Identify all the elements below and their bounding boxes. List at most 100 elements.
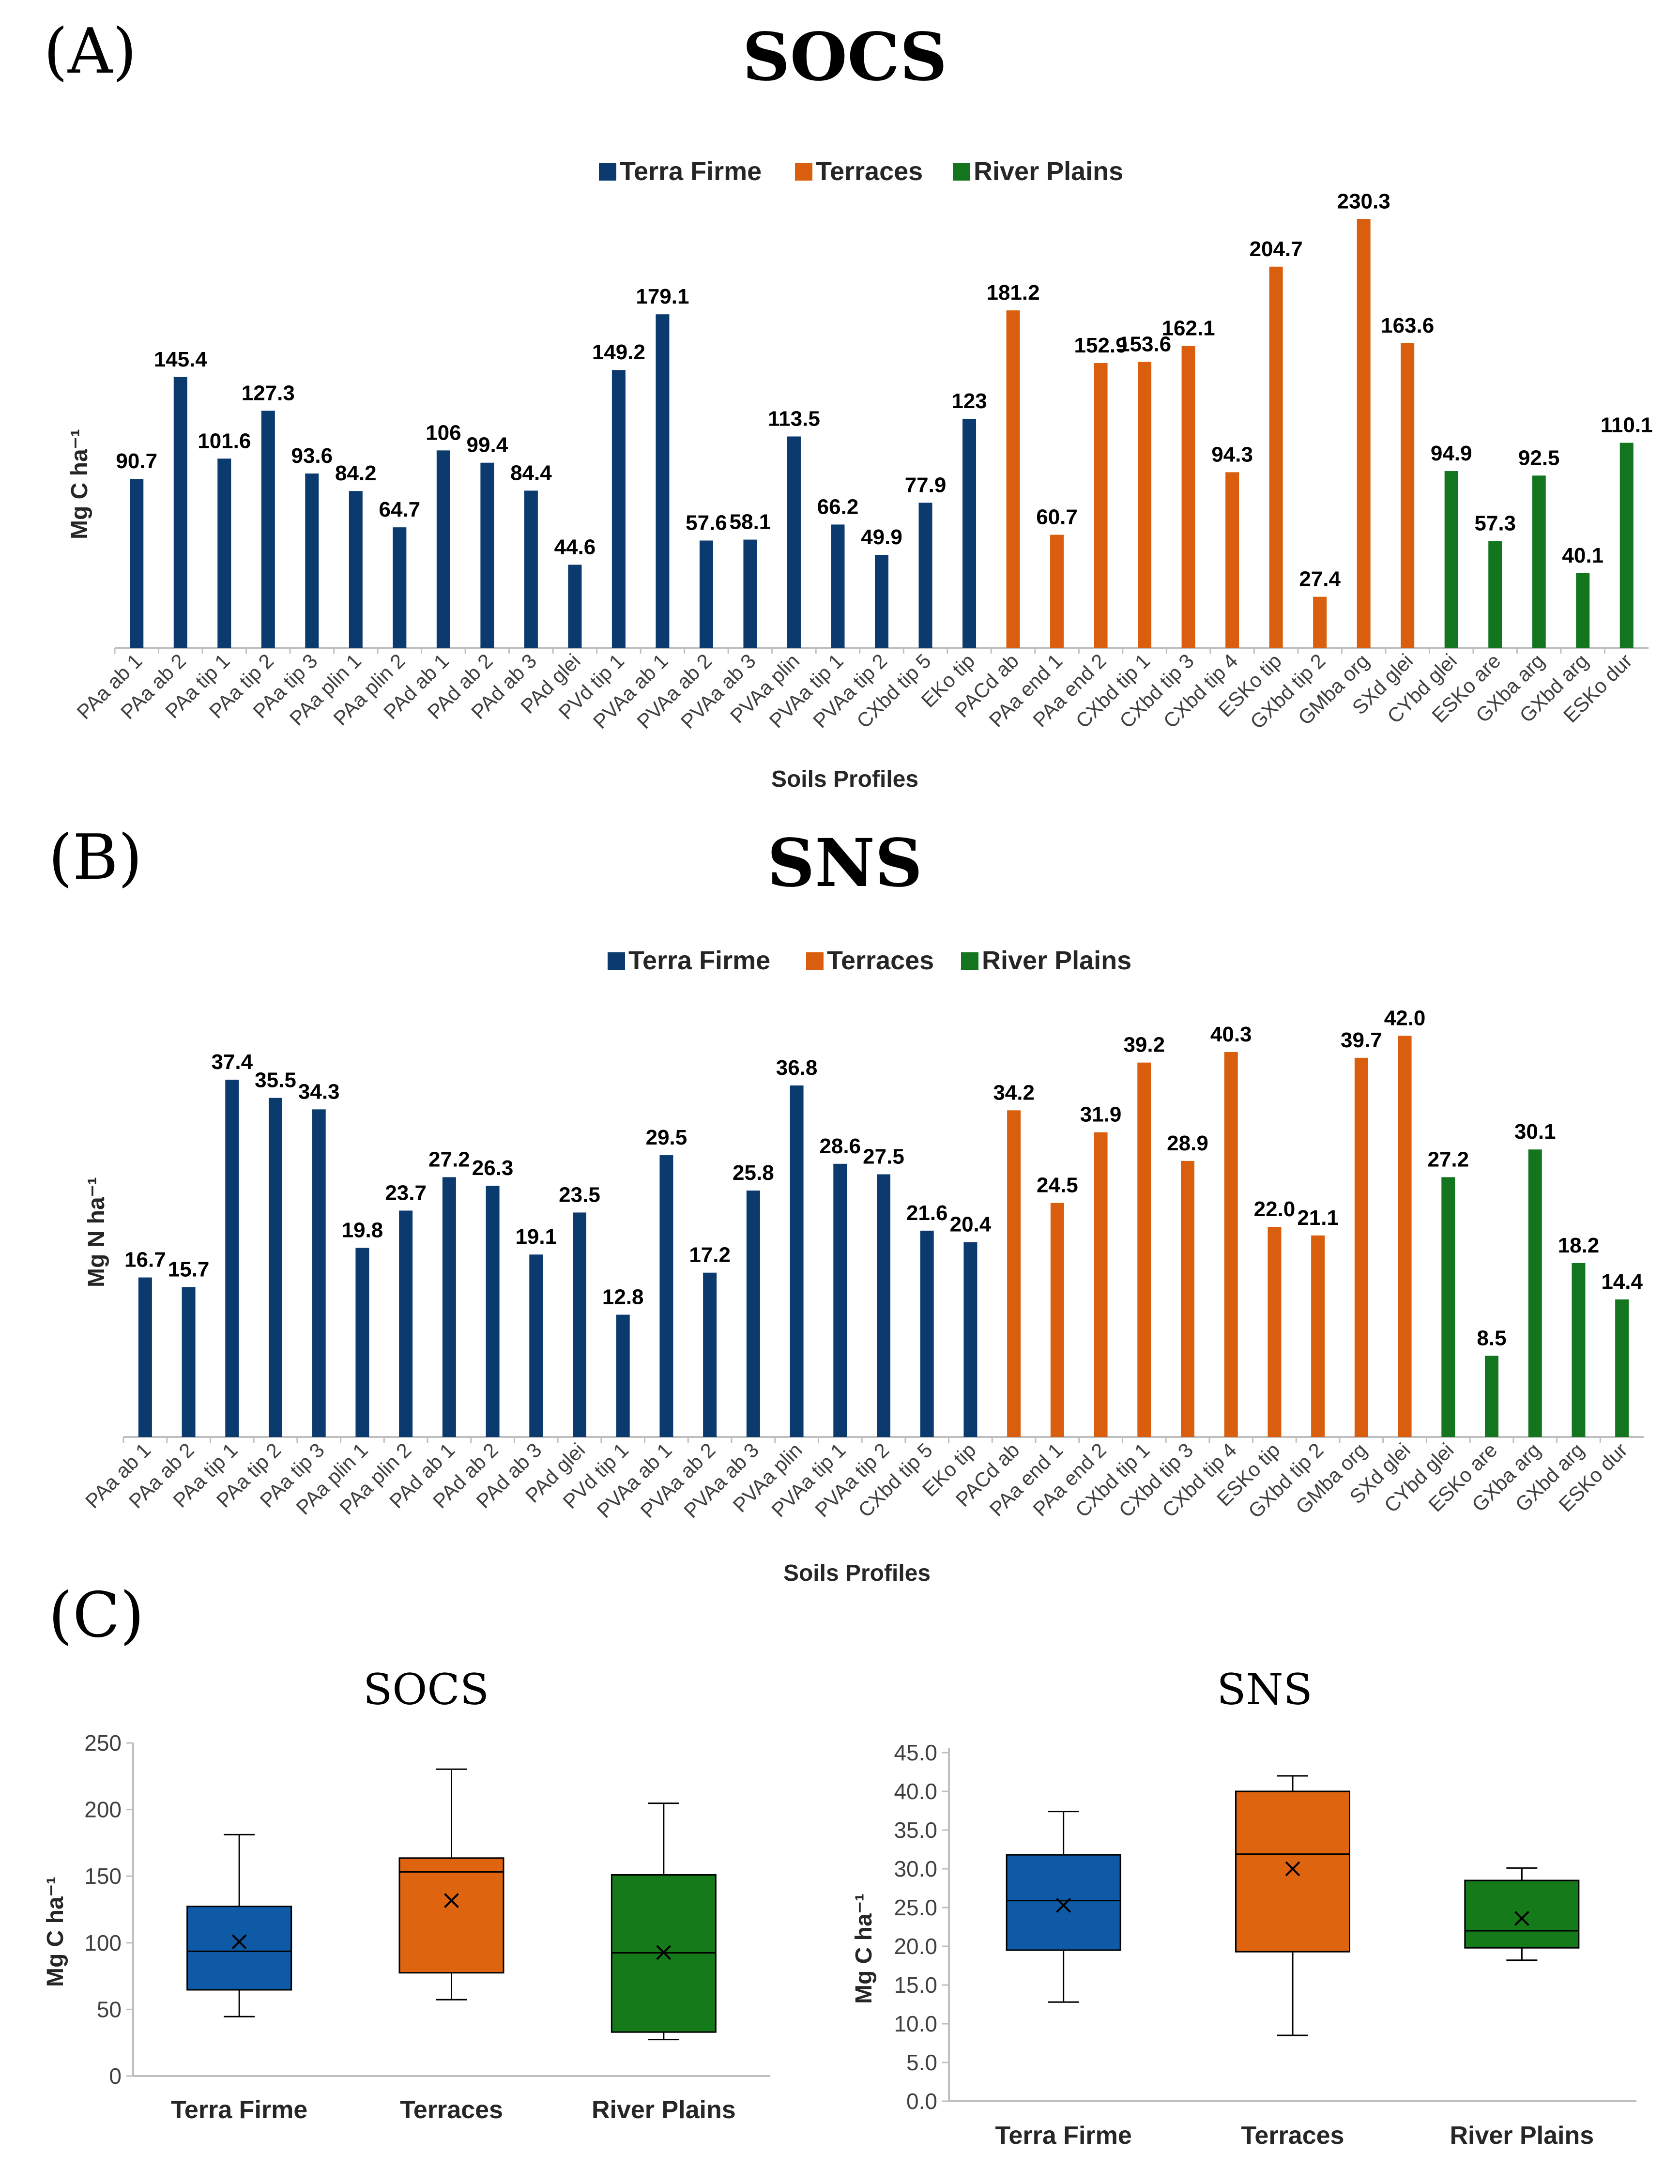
value-label-sxd-glei: 163.6 [1381,314,1434,337]
value-label-esko-dur: 110.1 [1601,413,1653,437]
bar-pad-glei [568,565,582,648]
bar-pad-ab-2 [480,462,494,648]
value-label-gxba-arg: 92.5 [1518,446,1560,470]
bar-paa-ab-1 [130,479,144,648]
bar-paa-ab-2 [173,377,187,648]
chart-title: SOCS [742,18,947,96]
bar-gxbd-arg [1576,573,1590,648]
sns-bar-chart: SNS Terra Firme Terraces River Plains Mg… [81,825,1644,1586]
value-label-pvaa-plin: 36.8 [776,1056,818,1080]
value-label-pacd-ab: 181.2 [986,281,1039,305]
bar-paa-plin-1 [349,491,363,648]
bar-pvaa-ab-3 [746,1191,760,1437]
value-label-cxbd-tip-4: 94.3 [1211,443,1253,466]
x-category-label-river-plains: River Plains [592,2096,736,2124]
value-label-paa-end-1: 24.5 [1037,1174,1078,1197]
value-label-esko-are: 57.3 [1474,512,1516,535]
y-tick-label: 30.0 [894,1856,937,1881]
bar-pvaa-tip-2 [877,1174,890,1437]
bar-paa-plin-2 [399,1210,413,1437]
box-river-plains [1464,1879,1580,1949]
value-label-paa-ab-2: 15.7 [168,1257,210,1281]
value-label-cxbd-tip-3: 28.9 [1167,1131,1208,1155]
bar-gxba-arg [1528,1149,1542,1437]
value-label-esko-tip: 22.0 [1254,1197,1296,1221]
value-label-paa-ab-2: 145.4 [154,348,208,371]
bar-paa-tip-3 [305,473,319,648]
bar-esko-dur [1619,443,1634,648]
legend-label-terra-firme: Terra Firme [628,946,770,975]
y-tick-label: 35.0 [894,1817,937,1843]
value-label-gxbd-tip-2: 21.1 [1297,1206,1339,1230]
bar-gxba-arg [1532,475,1546,648]
value-label-paa-tip-3: 93.6 [291,444,333,468]
bar-cxbd-tip-1 [1137,1062,1151,1437]
y-tick-label: 45.0 [894,1740,937,1765]
bar-pad-ab-1 [436,450,450,648]
bar-paa-end-1 [1050,1203,1064,1437]
value-label-esko-tip: 204.7 [1250,237,1303,261]
y-axis-title: Mg C ha⁻¹ [43,1877,68,1987]
bar-paa-tip-1 [217,458,231,648]
bar-sxd-glei [1401,343,1415,648]
value-label-pvaa-tip-1: 28.6 [819,1134,861,1158]
bar-gxbd-tip-2 [1311,1235,1325,1437]
value-label-pad-ab-3: 84.4 [510,461,552,485]
x-axis-title: Soils Profiles [771,766,918,792]
value-label-cxbd-tip-4: 40.3 [1210,1023,1252,1046]
bar-pvaa-tip-1 [833,1163,847,1437]
panel-label-b: (B) [48,822,142,894]
bar-paa-end-2 [1094,1132,1108,1437]
y-tick-label: 5.0 [906,2050,937,2075]
y-tick-label: 100 [84,1930,122,1955]
box-terraces [1235,1790,1350,1953]
chart-title: SOCS [363,1665,489,1714]
value-label-paa-end-2: 152.9 [1074,334,1128,357]
y-tick-label: 0 [109,2063,122,2089]
value-label-cybd-glei: 27.2 [1427,1147,1469,1171]
value-label-paa-ab-1: 90.7 [116,449,157,473]
value-label-pad-ab-1: 106 [426,421,461,444]
legend-swatch-terraces [795,163,812,181]
legend-label-river-plains: River Plains [974,157,1123,186]
bar-pad-ab-3 [529,1254,543,1437]
value-label-sxd-glei: 42.0 [1384,1006,1426,1030]
value-label-pad-glei: 23.5 [559,1183,600,1207]
y-tick-label: 40.0 [894,1779,937,1804]
boxes [186,1768,717,2041]
bar-pvaa-tip-1 [831,524,845,648]
y-tick-label: 50 [97,1997,122,2022]
bar-eko-tip [962,418,977,648]
value-label-pad-ab-1: 27.2 [428,1147,470,1171]
value-label-pvaa-ab-3: 58.1 [730,510,771,534]
socs-bar-chart: SOCS Terra Firme Terraces River Plains M… [67,18,1653,792]
bar-cxbd-tip-4 [1225,472,1239,648]
value-label-pvaa-ab-1: 29.5 [646,1126,687,1149]
legend-label-terra-firme: Terra Firme [620,157,762,186]
value-label-pvd-tip-1: 149.2 [592,340,645,364]
bar-gmba-org [1357,219,1371,648]
x-categories: Terra Firme Terraces River Plains [995,2122,1594,2150]
value-label-pacd-ab: 34.2 [993,1081,1035,1104]
value-label-paa-tip-1: 101.6 [198,429,251,453]
x-category-label-river-plains: River Plains [1450,2122,1594,2150]
bar-esko-dur [1615,1299,1629,1437]
bar-pvd-tip-1 [611,370,626,648]
bar-paa-tip-3 [312,1109,326,1437]
value-label-paa-plin-1: 19.8 [342,1218,383,1242]
bar-pad-ab-3 [524,490,538,648]
panel-label-a: (A) [44,15,137,88]
bar-esko-are [1488,541,1502,648]
y-axis-title: Mg C ha⁻¹ [67,429,92,539]
box-terra-firme [186,1906,292,1991]
bar-pvaa-plin [787,436,801,648]
value-label-pvaa-tip-1: 66.2 [817,495,859,519]
legend-swatch-terraces [806,952,824,970]
value-label-pvaa-tip-2: 27.5 [863,1145,904,1169]
x-category-label-terraces: Terraces [400,2096,503,2124]
value-label-paa-tip-1: 37.4 [211,1050,253,1074]
value-label-paa-end-1: 60.7 [1036,505,1078,529]
value-label-pad-ab-2: 99.4 [467,433,508,457]
bar-pacd-ab [1007,1110,1021,1437]
sns-box-plot: SNS Mg C ha⁻¹ 0.0 5.0 10.0 15.0 20.0 25.0 30.0… [851,1665,1636,2150]
